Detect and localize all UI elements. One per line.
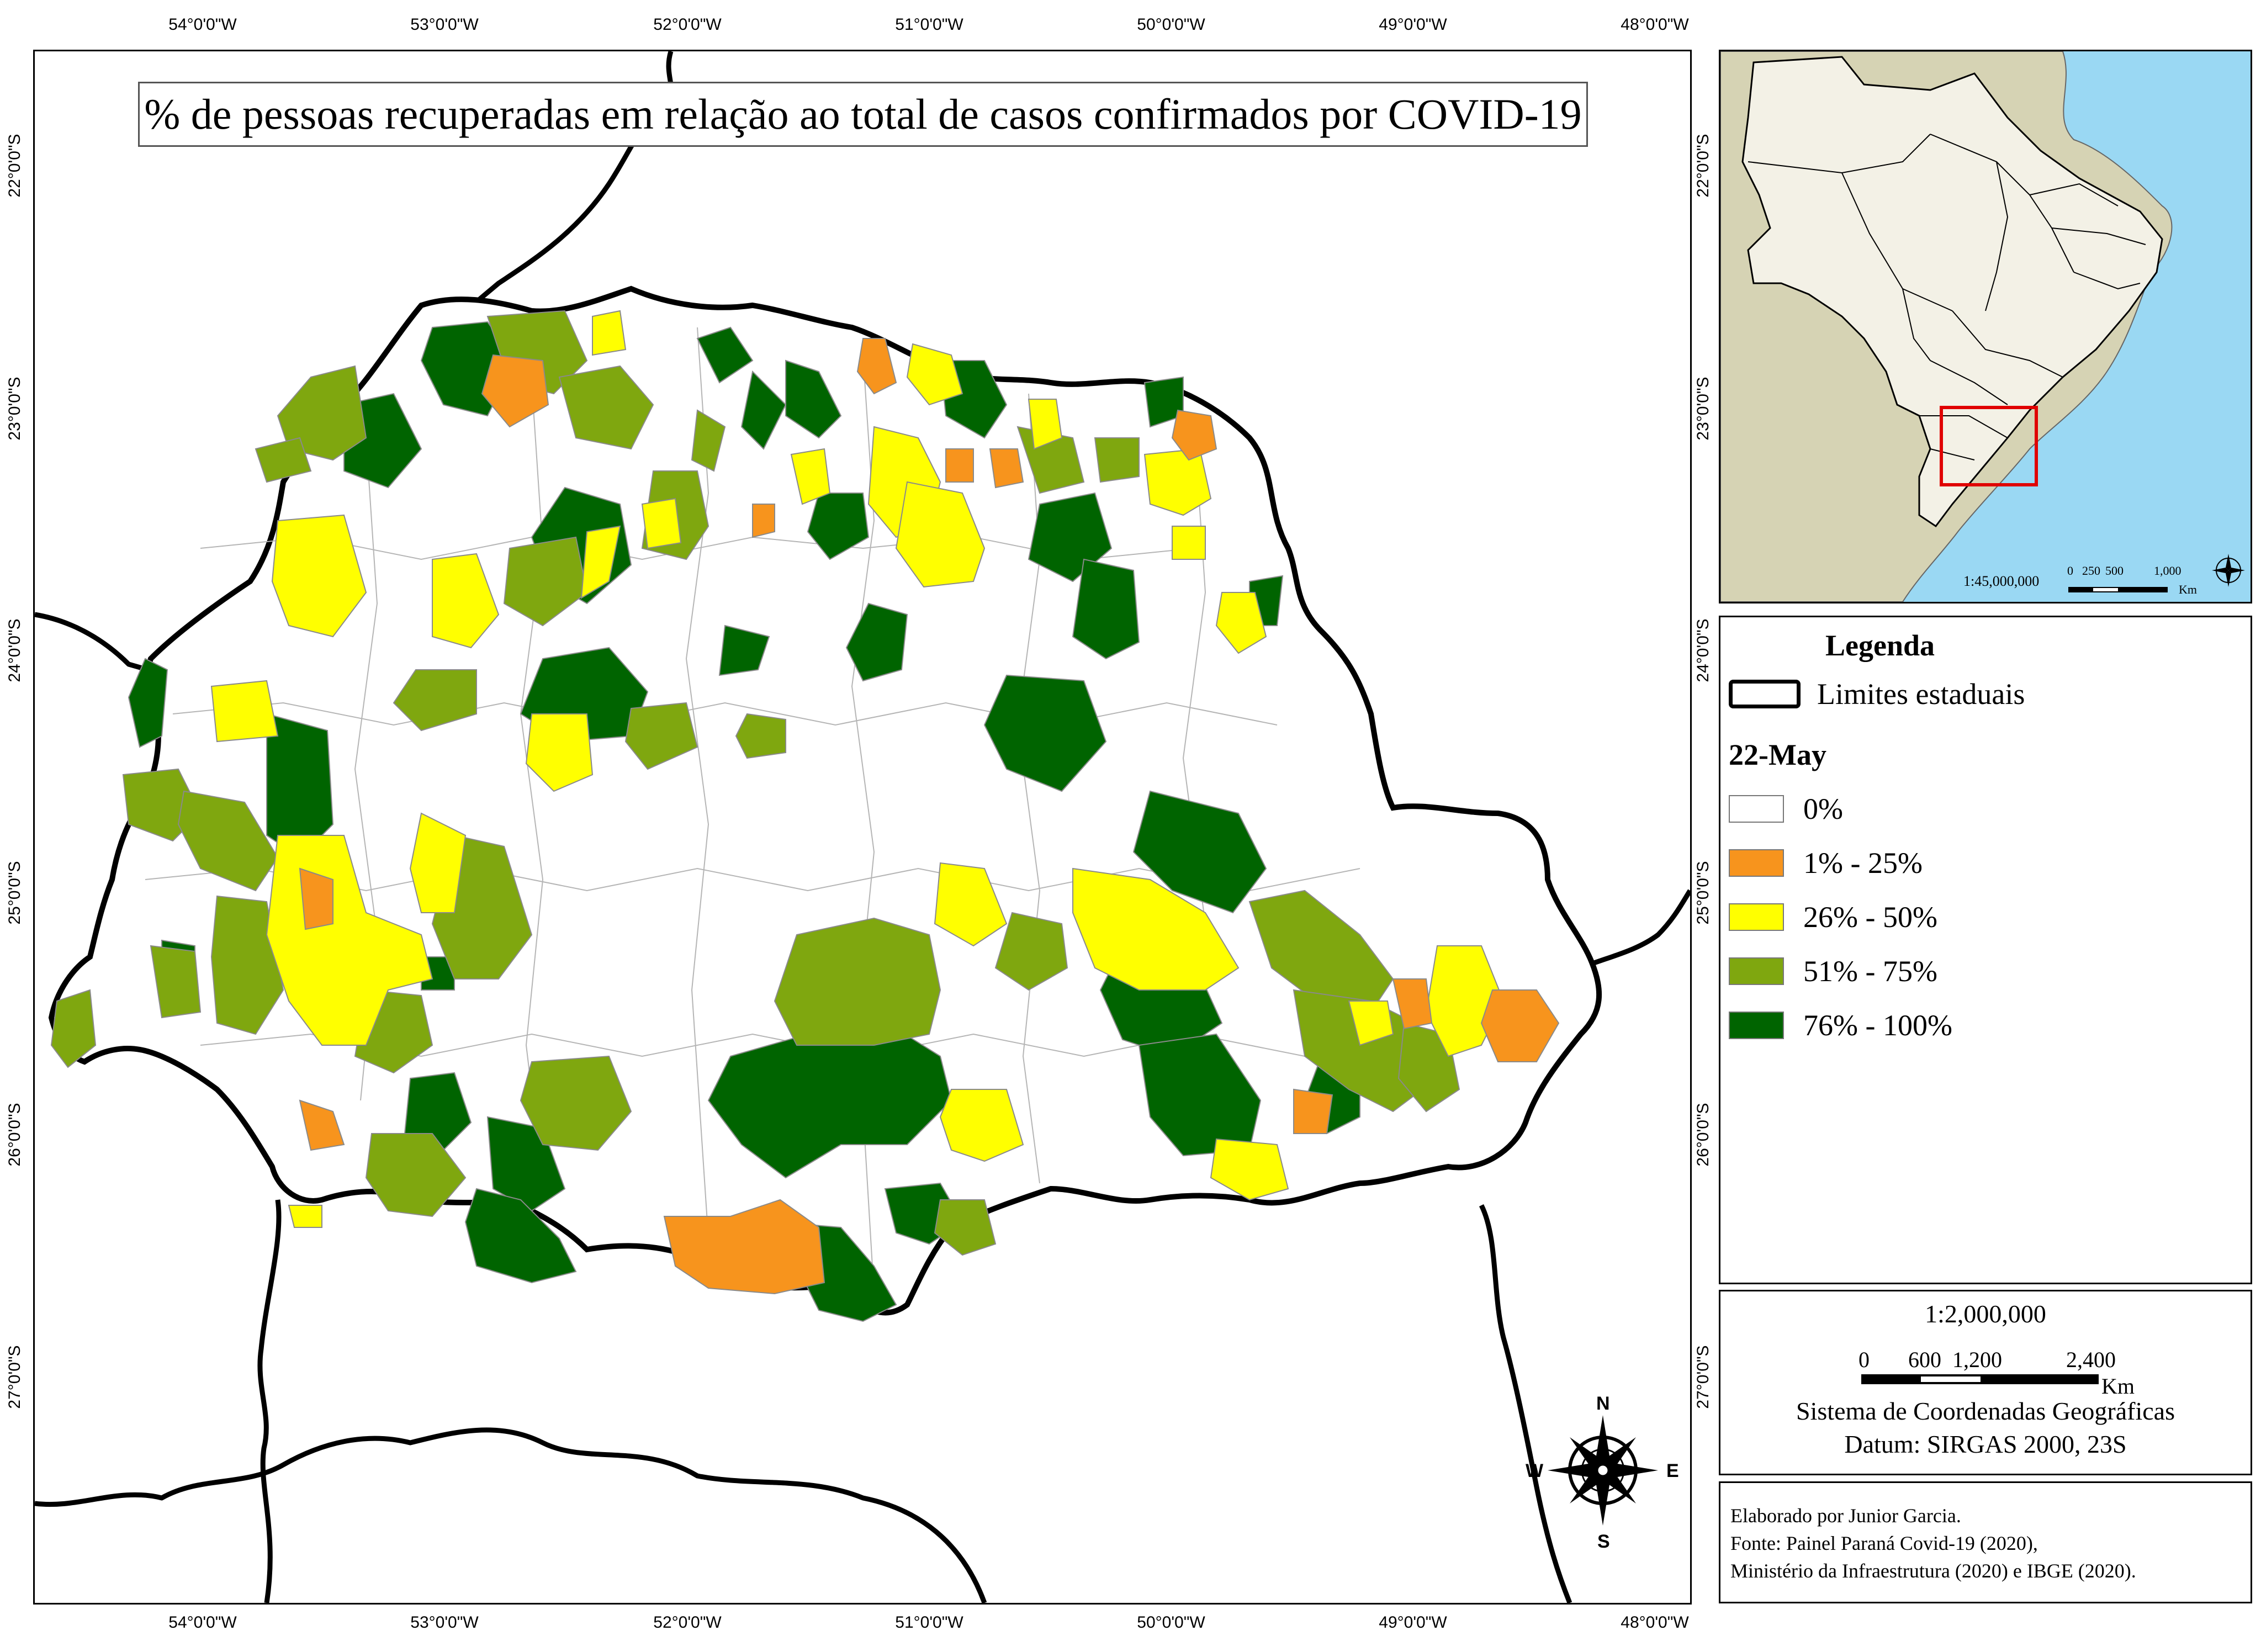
legend-class-row: 76% - 100% [1729, 1009, 1952, 1042]
lat-label-right: 22°0'0"S [1694, 134, 1712, 198]
lon-label-bottom: 54°0'0"W [168, 1613, 237, 1632]
scale-ratio: 1:2,000,000 [1925, 1300, 2046, 1328]
legend-class-row: 0% [1729, 792, 1843, 825]
scale-tick: 2,400 [2066, 1347, 2116, 1372]
inset-compass [2212, 554, 2245, 587]
compass-n: N [1596, 1393, 1610, 1414]
compass-e: E [1666, 1460, 1679, 1481]
scale-unit: Km [2101, 1374, 2135, 1399]
main-map[interactable]: N S E W [33, 50, 1692, 1605]
inset-scale-tick: 1,000 [2154, 564, 2181, 578]
lon-label-bottom: 50°0'0"W [1137, 1613, 1205, 1632]
lat-label-right: 25°0'0"S [1694, 861, 1712, 925]
coast-sc [1479, 1204, 1572, 1603]
lon-label-bottom: 48°0'0"W [1621, 1613, 1689, 1632]
legend-swatch-4 [1729, 1012, 1784, 1039]
credit-line: Ministério da Infraestrutura (2020) e IB… [1730, 1560, 2136, 1582]
inset-map[interactable]: 1:45,000,000 0 250 500 1,000 Km [1719, 50, 2252, 603]
lon-label-top: 52°0'0"W [653, 15, 722, 34]
coord-system: Sistema de Coordenadas Geográficas [1796, 1397, 2175, 1425]
legend-class-label: 51% - 75% [1803, 955, 1937, 988]
credit-line: Elaborado por Junior Garcia. [1730, 1505, 1961, 1527]
scale-box: 1:2,000,000 0 600 1,200 2,400 Km Sistema… [1719, 1290, 2252, 1475]
inset-scale-tick: 250 [2082, 564, 2100, 578]
lon-label-bottom: 53°0'0"W [410, 1613, 479, 1632]
parana-highlight [1940, 406, 2038, 486]
credit-line: Fonte: Painel Paraná Covid-19 (2020), [1730, 1532, 2038, 1554]
lon-label-top: 53°0'0"W [410, 15, 479, 34]
legend-class-label: 26% - 50% [1803, 901, 1937, 934]
lat-label-left: 25°0'0"S [6, 861, 24, 925]
datum: Datum: SIRGAS 2000, 23S [1844, 1430, 2127, 1458]
lon-label-top: 54°0'0"W [168, 15, 237, 34]
lat-label-right: 23°0'0"S [1694, 377, 1712, 441]
legend-title: Legenda [1825, 629, 1935, 662]
lat-label-left: 24°0'0"S [6, 618, 24, 682]
lon-label-top: 51°0'0"W [895, 15, 963, 34]
lon-label-bottom: 51°0'0"W [895, 1613, 963, 1632]
scale-bar [1861, 1374, 2099, 1384]
legend-class-label: 76% - 100% [1803, 1009, 1952, 1042]
inset-scale-unit: Km [2179, 583, 2197, 596]
compass-s: S [1597, 1531, 1610, 1552]
inset-scale-tick: 500 [2105, 564, 2124, 578]
scale-tick: 600 [1908, 1347, 1941, 1372]
inset-map-svg [1720, 51, 2245, 602]
legend-swatch-0 [1729, 795, 1784, 823]
compass-w: W [1526, 1460, 1544, 1481]
lat-label-right: 27°0'0"S [1694, 1345, 1712, 1409]
inset-scale-ratio: 1:45,000,000 [1963, 573, 2040, 589]
lat-label-left: 27°0'0"S [6, 1345, 24, 1409]
inset-scale-tick: 0 [2067, 564, 2073, 578]
brazil-states [1748, 134, 2146, 460]
lat-label-right: 26°0'0"S [1694, 1103, 1712, 1167]
boundary-ms [35, 612, 149, 673]
boundary-west-sc [257, 1199, 282, 1603]
scale-tick: 0 [1858, 1347, 1870, 1372]
lat-label-left: 22°0'0"S [6, 134, 24, 198]
legend-class-row: 1% - 25% [1729, 846, 1923, 880]
legend-swatch-2 [1729, 903, 1784, 931]
lat-label-right: 24°0'0"S [1694, 618, 1712, 682]
legend-swatch-3 [1729, 957, 1784, 985]
credits-box: Elaborado por Junior Garcia. Fonte: Pain… [1719, 1481, 2252, 1603]
legend-date: 22-May [1729, 738, 1826, 771]
coast-sp [1580, 889, 1690, 971]
lon-label-top: 50°0'0"W [1137, 15, 1205, 34]
lat-label-left: 26°0'0"S [6, 1103, 24, 1167]
compass-rose [1548, 1415, 1658, 1526]
municipality-patches [50, 310, 1560, 1322]
legend-boundary-swatch [1729, 680, 1801, 708]
legend: Legenda Limites estaduais 22-May 0% 1% -… [1719, 616, 2252, 1284]
legend-class-label: 1% - 25% [1803, 846, 1923, 880]
legend-class-row: 26% - 50% [1729, 901, 1937, 934]
map-title: % de pessoas recuperadas em relação ao t… [138, 82, 1588, 147]
legend-class-label: 0% [1803, 792, 1843, 825]
boundary-sc-rs [35, 1427, 987, 1603]
lon-label-bottom: 52°0'0"W [653, 1613, 722, 1632]
lat-label-left: 23°0'0"S [6, 377, 24, 441]
brazil-land [1741, 56, 2163, 528]
scale-tick: 1,200 [1952, 1347, 2002, 1372]
legend-swatch-1 [1729, 849, 1784, 877]
lon-label-bottom: 49°0'0"W [1379, 1613, 1447, 1632]
lon-label-top: 49°0'0"W [1379, 15, 1447, 34]
main-map-svg [35, 51, 1690, 1603]
legend-boundary-row: Limites estaduais [1729, 677, 2025, 711]
legend-boundary-label: Limites estaduais [1817, 677, 2025, 711]
legend-class-row: 51% - 75% [1729, 955, 1937, 988]
lon-label-top: 48°0'0"W [1621, 15, 1689, 34]
